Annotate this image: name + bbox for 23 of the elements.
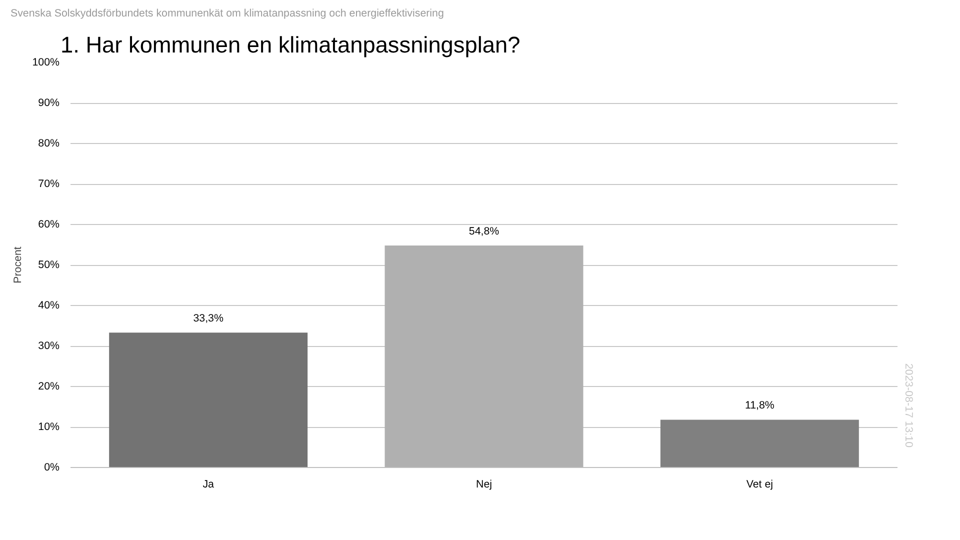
y-axis-title: Procent [12, 246, 24, 284]
chart-title: 1. Har kommunen en klimatanpassningsplan? [60, 32, 520, 58]
data-label: 11,8% [744, 400, 775, 412]
y-tick-label: 90% [38, 97, 60, 109]
x-tick-label: Ja [202, 478, 214, 490]
bar [109, 332, 308, 468]
chart-subtitle: Svenska Solskyddsförbundets kommunenkät om klimatanpassning och energieffektivisering [10, 8, 444, 20]
y-tick-label: 80% [38, 138, 60, 150]
bar [660, 420, 859, 468]
y-tick-label: 20% [38, 380, 60, 392]
y-tick-label: 10% [38, 421, 60, 433]
y-tick-label: 50% [38, 259, 60, 271]
bar [384, 246, 584, 468]
data-label: 54,8% [468, 226, 500, 238]
y-tick-label: 40% [38, 300, 60, 312]
y-tick-label: 60% [38, 218, 60, 230]
data-label: 33,3% [193, 312, 224, 325]
y-tick-label: 100% [32, 56, 60, 68]
y-tick-label: 0% [44, 462, 60, 474]
x-tick-label: Nej [476, 478, 492, 490]
y-tick-label: 30% [38, 340, 60, 352]
x-tick-label: Vet ej [746, 478, 774, 490]
y-tick-label: 70% [38, 178, 60, 190]
